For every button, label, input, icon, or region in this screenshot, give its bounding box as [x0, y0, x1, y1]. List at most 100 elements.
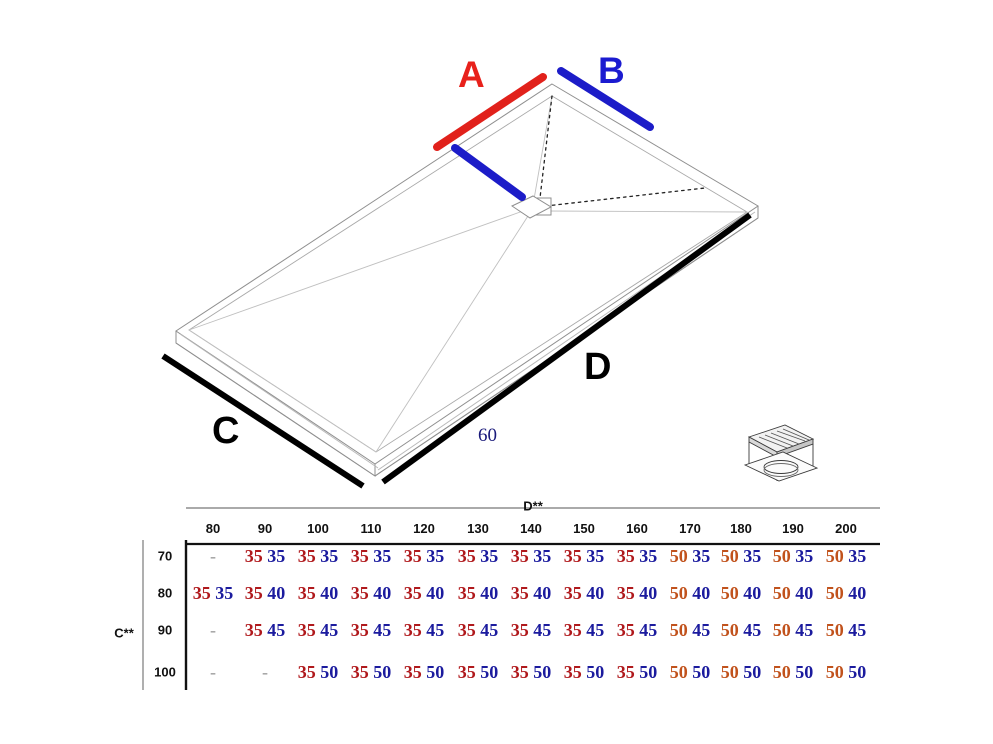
table-cell-c70-d130: 35 35: [458, 547, 499, 565]
table-cell-c80-d90: 35 40: [245, 584, 286, 602]
table-row-header-90: 90: [157, 622, 173, 638]
table-cell-c90-d90: 35 45: [245, 621, 286, 639]
table-cell-c90-d160: 35 45: [617, 621, 658, 639]
table-cell-value-secondary: 40: [848, 583, 867, 603]
table-cell-value-secondary: 40: [480, 583, 499, 603]
tray-drawing: A B C D 60: [161, 50, 819, 489]
table-cell-value-primary: 35: [563, 583, 582, 603]
table-cell-value-secondary: 35: [586, 546, 605, 566]
tray-dotted-diagonal: [539, 95, 706, 207]
table-cell-c90-d80: -: [210, 621, 216, 639]
table-row-axis-label: C**: [114, 625, 134, 641]
table-cell-c70-d200: 50 35: [826, 547, 867, 565]
table-cell-value-primary: 35: [616, 662, 635, 682]
table-cell-value-primary: 50: [669, 583, 688, 603]
table-cell-c80-d200: 50 40: [826, 584, 867, 602]
table-cell-c70-d190: 50 35: [773, 547, 814, 565]
table-col-header-140: 140: [520, 521, 542, 536]
table-col-header-190: 190: [782, 521, 804, 536]
table-cell-value-primary: 35: [403, 662, 422, 682]
table-cell-c70-d120: 35 35: [404, 547, 445, 565]
dimension-line-b2: [451, 144, 526, 201]
table-cell-c90-d140: 35 45: [511, 621, 552, 639]
table-cell-value-secondary: 50: [743, 662, 762, 682]
table-cell-c80-d160: 35 40: [617, 584, 658, 602]
table-cell-c70-d90: 35 35: [245, 547, 286, 565]
table-cell-value-primary: 35: [563, 546, 582, 566]
table-row-header-80: 80: [157, 585, 173, 601]
table-cell-value-primary: 50: [772, 546, 791, 566]
table-cell-value-secondary: 45: [848, 620, 867, 640]
label-depth-60: 60: [478, 425, 497, 446]
table-cell-c100-d140: 35 50: [511, 663, 552, 681]
table-cell-value-primary: 35: [350, 620, 369, 640]
table-col-header-110: 110: [360, 521, 382, 536]
table-cell-value-secondary: 40: [743, 583, 762, 603]
table-cell-c100-d130: 35 50: [458, 663, 499, 681]
table-cell-dash: -: [262, 662, 268, 682]
table-cell-value-secondary: 45: [692, 620, 711, 640]
table-cell-value-secondary: 45: [373, 620, 392, 640]
table-cell-c100-d80: -: [210, 663, 216, 681]
table-cell-value-secondary: 40: [533, 583, 552, 603]
table-cell-value-secondary: 40: [586, 583, 605, 603]
table-cell-value-primary: 35: [457, 662, 476, 682]
table-cell-c90-d120: 35 45: [404, 621, 445, 639]
table-cell-value-primary: 35: [297, 620, 316, 640]
table-cell-value-secondary: 40: [639, 583, 658, 603]
table-cell-value-secondary: 50: [426, 662, 445, 682]
table-cell-value-secondary: 45: [586, 620, 605, 640]
table-cell-c90-d100: 35 45: [298, 621, 339, 639]
table-cell-value-secondary: 45: [533, 620, 552, 640]
table-cell-value-secondary: 45: [267, 620, 286, 640]
table-cell-c100-d100: 35 50: [298, 663, 339, 681]
label-b: B: [598, 50, 625, 91]
table-cell-c90-d180: 50 45: [721, 621, 762, 639]
table-cell-value-secondary: 35: [692, 546, 711, 566]
table-cell-c70-d100: 35 35: [298, 547, 339, 565]
table-cell-value-primary: 35: [192, 583, 211, 603]
table-cell-value-secondary: 35: [373, 546, 392, 566]
table-cell-value-primary: 35: [244, 583, 263, 603]
table-col-header-160: 160: [626, 521, 648, 536]
table-cell-c90-d130: 35 45: [458, 621, 499, 639]
table-cell-value-primary: 35: [403, 620, 422, 640]
table-cell-value-secondary: 35: [426, 546, 445, 566]
table-cell-value-secondary: 40: [373, 583, 392, 603]
table-cell-value-primary: 35: [510, 546, 529, 566]
table-col-header-90: 90: [257, 521, 273, 536]
table-col-header-130: 130: [467, 521, 489, 536]
table-cell-value-secondary: 45: [743, 620, 762, 640]
table-cell-value-secondary: 40: [320, 583, 339, 603]
table-cell-c70-d140: 35 35: [511, 547, 552, 565]
table-cell-value-secondary: 35: [743, 546, 762, 566]
tray-drain-square: [510, 195, 553, 219]
table-cell-c80-d120: 35 40: [404, 584, 445, 602]
table-cell-value-primary: 35: [403, 546, 422, 566]
dimension-line-a: [433, 73, 547, 151]
table-cell-c90-d110: 35 45: [351, 621, 392, 639]
table-cell-value-primary: 35: [563, 662, 582, 682]
dimension-line-c: [161, 353, 365, 489]
table-col-header-150: 150: [573, 521, 595, 536]
dimension-line-d: [381, 212, 752, 485]
table-cell-c70-d160: 35 35: [617, 547, 658, 565]
table-cell-value-primary: 35: [297, 583, 316, 603]
table-cell-value-secondary: 35: [320, 546, 339, 566]
table-cell-c100-d200: 50 50: [826, 663, 867, 681]
table-cell-value-primary: 50: [669, 662, 688, 682]
table-rules-svg: [142, 507, 880, 690]
table-cell-value-secondary: 35: [480, 546, 499, 566]
table-cell-c80-d190: 50 40: [773, 584, 814, 602]
table-col-header-120: 120: [413, 521, 435, 536]
table-cell-value-primary: 35: [244, 620, 263, 640]
table-cell-value-secondary: 50: [373, 662, 392, 682]
table-cell-value-secondary: 45: [639, 620, 658, 640]
table-cell-value-secondary: 35: [267, 546, 286, 566]
table-cell-value-secondary: 45: [795, 620, 814, 640]
table-cell-c100-d170: 50 50: [670, 663, 711, 681]
table-cell-dash: -: [210, 546, 216, 566]
table-cell-value-secondary: 35: [533, 546, 552, 566]
label-d: D: [584, 346, 612, 388]
table-cell-c100-d160: 35 50: [617, 663, 658, 681]
